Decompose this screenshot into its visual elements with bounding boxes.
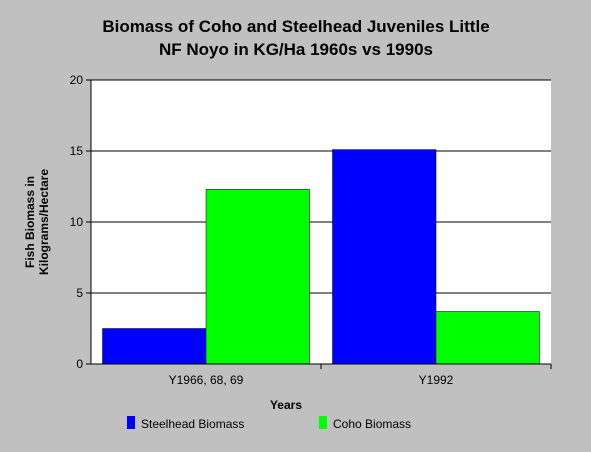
legend-swatch: [319, 416, 327, 429]
legend-swatch: [127, 416, 135, 429]
legend-label: Coho Biomass: [333, 417, 411, 431]
x-tick-label: Y1966, 68, 69: [169, 373, 244, 387]
bar: [332, 149, 437, 365]
y-tick-label: 15: [70, 144, 84, 158]
x-ticks: Y1966, 68, 69 Y1992: [169, 364, 552, 387]
bar: [102, 328, 207, 365]
legend: Steelhead Biomass Coho Biomass: [127, 416, 411, 431]
y-axis-label-line1: Fish Biomass in: [23, 176, 37, 268]
bar: [205, 189, 310, 365]
y-tick-label: 0: [76, 357, 83, 371]
chart-subtitle: NF Noyo in KG/Ha 1960s vs 1990s: [159, 40, 433, 59]
y-tick-label: 10: [70, 215, 84, 229]
x-tick-label: Y1992: [419, 373, 454, 387]
y-tick-label: 20: [70, 73, 84, 87]
x-axis-label: Years: [270, 398, 302, 412]
gridlines: [91, 79, 551, 294]
legend-label: Steelhead Biomass: [141, 417, 244, 431]
chart-title: Biomass of Coho and Steelhead Juveniles …: [102, 17, 489, 36]
bars: [102, 149, 540, 365]
y-axis-label-line2: Kilograms/Hectare: [37, 169, 51, 275]
y-ticks: 0 5 10 15 20: [70, 73, 91, 371]
bar: [435, 311, 540, 365]
y-tick-label: 5: [76, 286, 83, 300]
